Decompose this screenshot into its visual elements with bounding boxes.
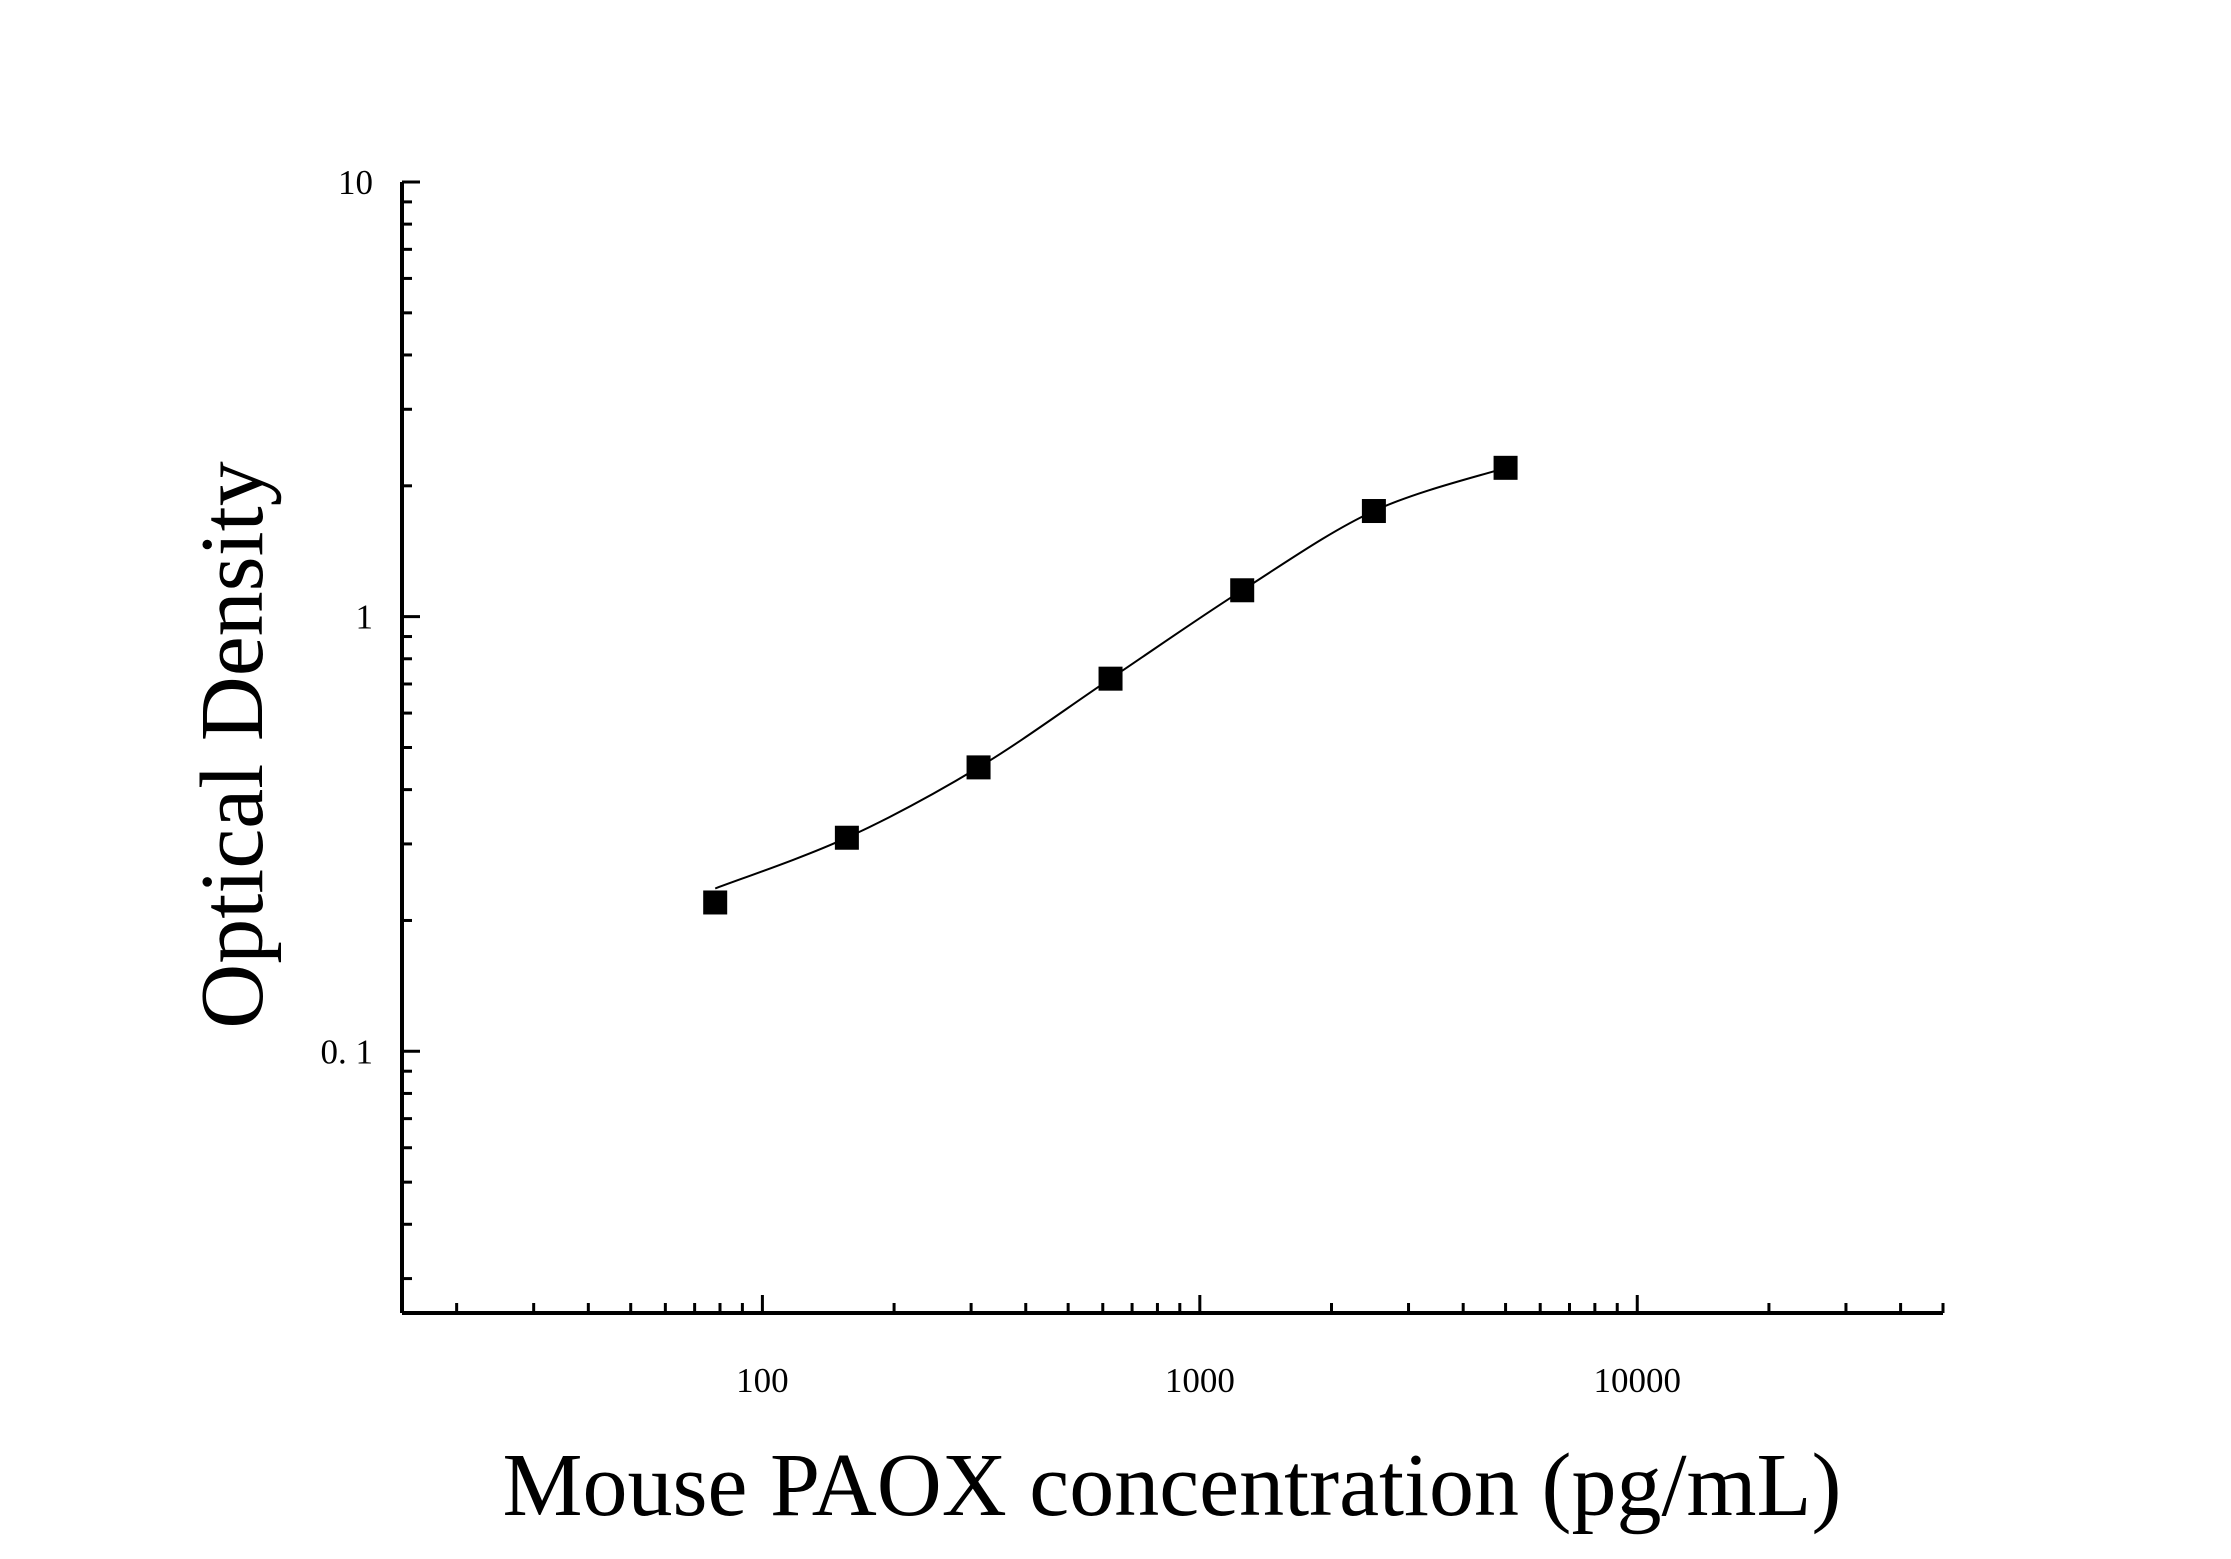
- data-point: [1361, 499, 1386, 524]
- x-axis-title: Mouse PAOX concentration (pg/mL): [503, 1436, 1842, 1535]
- x-tick-labels: 100 1000 10000: [736, 1361, 1681, 1400]
- data-points: [703, 455, 1518, 915]
- minor-ticks: [402, 200, 1945, 1313]
- data-point: [1493, 455, 1518, 480]
- y-tick-label: 0. 1: [321, 1032, 374, 1071]
- data-point: [703, 890, 728, 915]
- y-axis-title: Optical Density: [183, 461, 282, 1028]
- data-point: [834, 825, 859, 850]
- y-tick-label: 10: [338, 163, 373, 202]
- data-point: [966, 755, 991, 780]
- x-tick-label: 10000: [1594, 1361, 1682, 1400]
- y-tick-labels: 0. 1 1 10: [321, 163, 374, 1071]
- x-tick-label: 1000: [1165, 1361, 1235, 1400]
- x-tick-label: 100: [736, 1361, 789, 1400]
- data-point: [1230, 578, 1255, 603]
- y-tick-label: 1: [356, 598, 374, 637]
- major-ticks: [402, 180, 1639, 1313]
- data-point: [1098, 666, 1123, 691]
